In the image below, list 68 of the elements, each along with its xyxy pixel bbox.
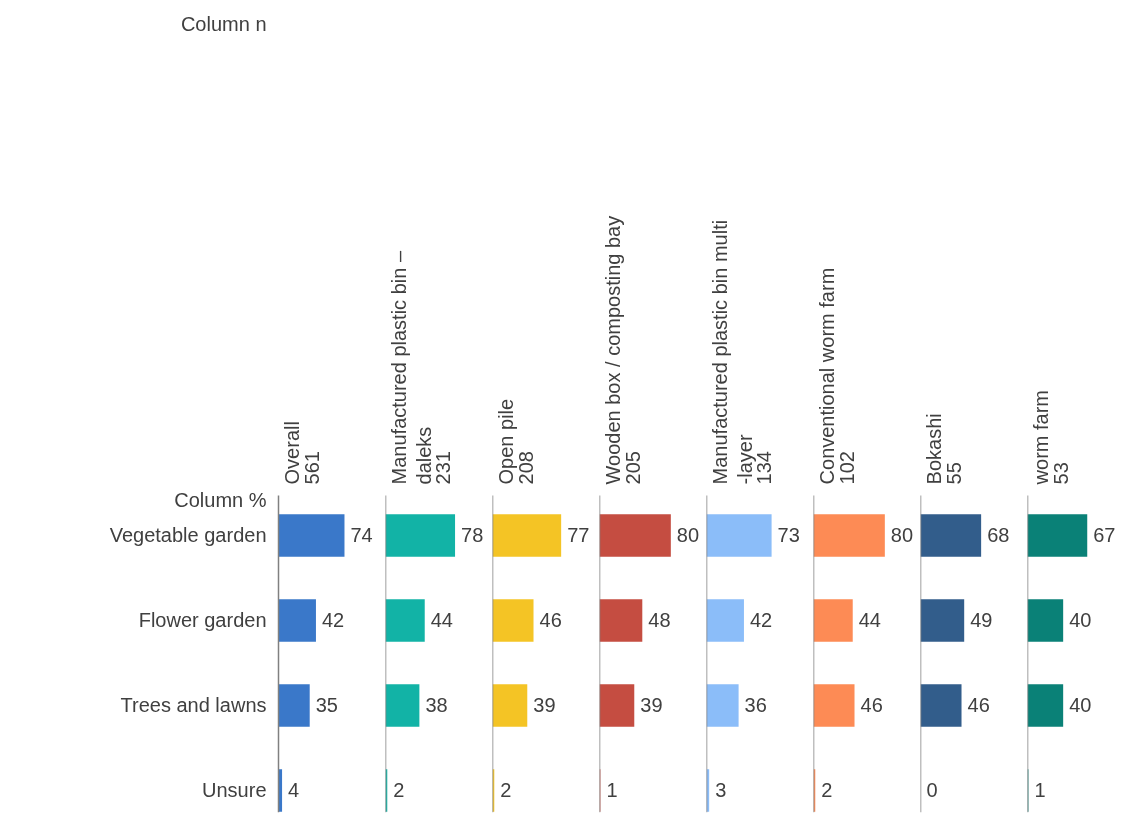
chart-title: Wooden box / composting bay: [601, 215, 624, 485]
data-label: 73: [777, 524, 800, 547]
bar: [385, 599, 425, 642]
y-tick-label: Trees and lawns: [120, 694, 267, 717]
bar: [813, 684, 855, 727]
bar: [599, 599, 643, 642]
data-label: 44: [430, 609, 453, 632]
data-label: 40: [1069, 694, 1092, 717]
bar: [706, 514, 772, 557]
bar: [278, 514, 345, 557]
chart-subtitle: 205: [621, 451, 644, 485]
data-label: 2: [821, 779, 833, 802]
data-label: 68: [987, 524, 1010, 547]
data-label: 77: [567, 524, 590, 547]
data-label: 4: [288, 779, 300, 802]
data-label: 78: [461, 524, 484, 547]
data-label: 39: [640, 694, 663, 717]
text: Column n: [180, 12, 267, 35]
data-label: 49: [970, 609, 993, 632]
data-label: 35: [315, 694, 338, 717]
data-label: 74: [350, 524, 373, 547]
bar: [813, 599, 853, 642]
data-label: 3: [715, 779, 727, 802]
chart-subtitle: 53: [1049, 462, 1072, 485]
data-label: 46: [539, 609, 562, 632]
bar: [813, 514, 885, 557]
data-label: 80: [676, 524, 700, 547]
chart-title: Bokashi: [922, 413, 945, 485]
y-tick-label: Flower garden: [138, 609, 267, 632]
data-label: 80: [890, 524, 914, 547]
chart-title: Conventional worm farm: [815, 267, 838, 485]
data-label: 2: [393, 779, 405, 802]
bar: [599, 514, 671, 557]
data-label: 42: [749, 609, 773, 632]
chart-subtitle: 561: [300, 451, 323, 485]
data-label: 1: [606, 779, 618, 802]
bar: [492, 599, 534, 642]
bar: [385, 514, 456, 557]
bar: [278, 684, 310, 727]
bar: [278, 599, 316, 642]
chart-subtitle: 55: [942, 462, 965, 485]
bar: [385, 684, 420, 727]
data-label: 67: [1093, 524, 1116, 547]
text: Column %: [174, 488, 267, 511]
data-label: 46: [860, 694, 883, 717]
chart-title: Open pile: [494, 398, 517, 485]
data-label: 46: [967, 694, 990, 717]
chart-title: Overall: [280, 421, 303, 485]
data-label: 39: [533, 694, 556, 717]
data-label: 36: [744, 694, 767, 717]
bar: [492, 514, 562, 557]
data-label: 40: [1069, 609, 1092, 632]
data-label: 38: [425, 694, 448, 717]
y-tick-label: Unsure: [202, 779, 267, 802]
bar: [706, 684, 739, 727]
data-label: 2: [500, 779, 512, 802]
bar: [492, 684, 528, 727]
data-label: 1: [1034, 779, 1046, 802]
data-label: 0: [926, 779, 938, 802]
bar: [706, 599, 744, 642]
y-tick-label: Vegetable garden: [109, 524, 267, 547]
chart-title: Manufactured plastic bin multi -layer: [708, 219, 756, 485]
chart-title: worm farm: [1029, 389, 1052, 486]
chart-subtitle: 102: [835, 451, 858, 485]
data-label: 44: [858, 609, 881, 632]
data-label: 48: [648, 609, 671, 632]
bar: [599, 684, 635, 727]
data-label: 42: [321, 609, 345, 632]
